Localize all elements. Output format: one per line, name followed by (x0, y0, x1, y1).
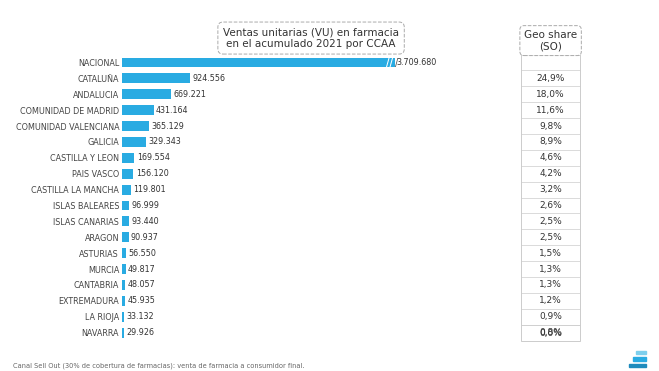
Text: 431.164: 431.164 (156, 106, 188, 115)
Bar (122, 312, 125, 322)
Text: /: / (395, 58, 398, 68)
Bar (122, 248, 126, 258)
Text: 2,6%: 2,6% (539, 201, 562, 210)
Text: 24,9%: 24,9% (536, 74, 565, 83)
Bar (122, 264, 126, 274)
Text: 11,6%: 11,6% (536, 106, 565, 115)
Bar (122, 280, 125, 290)
Text: 49.817: 49.817 (128, 265, 156, 273)
Text: 9,8%: 9,8% (539, 122, 562, 131)
Text: 365.129: 365.129 (151, 122, 184, 131)
Text: 2,5%: 2,5% (539, 233, 562, 242)
Text: 119.801: 119.801 (133, 185, 165, 194)
Bar (122, 296, 125, 306)
Bar (122, 121, 149, 131)
Bar (122, 169, 133, 179)
Bar (122, 153, 134, 163)
Text: 56.550: 56.550 (129, 249, 156, 257)
Text: 156.120: 156.120 (136, 169, 169, 178)
Title: Ventas unitarias (VU) en farmacia
en el acumulado 2021 por CCAA: Ventas unitarias (VU) en farmacia en el … (223, 27, 399, 49)
Text: 924.556: 924.556 (192, 74, 225, 83)
Bar (122, 58, 395, 68)
Text: 1,5%: 1,5% (539, 249, 562, 257)
Bar (122, 201, 129, 210)
Text: 669.221: 669.221 (173, 90, 206, 99)
Text: 29.926: 29.926 (127, 328, 154, 337)
Text: 4,2%: 4,2% (539, 169, 562, 178)
Text: 45.935: 45.935 (128, 296, 156, 305)
Text: 3.709.680: 3.709.680 (397, 58, 437, 67)
Text: 1,2%: 1,2% (539, 296, 562, 305)
Text: 93.440: 93.440 (131, 217, 159, 226)
Text: 0,0%: 0,0% (539, 329, 562, 338)
Text: 18,0%: 18,0% (536, 90, 565, 99)
Bar (122, 185, 130, 194)
Bar (122, 216, 129, 226)
Text: 0,9%: 0,9% (539, 312, 562, 321)
Text: 96.999: 96.999 (131, 201, 159, 210)
Text: 90.937: 90.937 (131, 233, 159, 242)
Text: 329.343: 329.343 (148, 138, 181, 147)
Bar (122, 137, 146, 147)
Text: 2,5%: 2,5% (539, 217, 562, 226)
Text: 1,3%: 1,3% (539, 265, 562, 273)
Text: 169.554: 169.554 (136, 153, 169, 162)
Text: 4,6%: 4,6% (539, 153, 562, 162)
Text: 8,9%: 8,9% (539, 138, 562, 147)
Text: 3,2%: 3,2% (539, 185, 562, 194)
Text: 0,8%: 0,8% (539, 328, 562, 337)
Bar (122, 105, 154, 115)
Text: //: // (386, 58, 393, 68)
Bar (122, 328, 124, 338)
Text: 48.057: 48.057 (128, 280, 156, 289)
Text: Geo share
(SO): Geo share (SO) (524, 30, 577, 52)
Bar (122, 73, 190, 83)
Text: 1,3%: 1,3% (539, 280, 562, 289)
Text: 33.132: 33.132 (127, 312, 154, 321)
Bar (122, 89, 171, 99)
Bar (122, 232, 129, 242)
Text: Canal Sell Out (30% de cobertura de farmacias): venta de farmacia a consumidor f: Canal Sell Out (30% de cobertura de farm… (13, 362, 304, 369)
